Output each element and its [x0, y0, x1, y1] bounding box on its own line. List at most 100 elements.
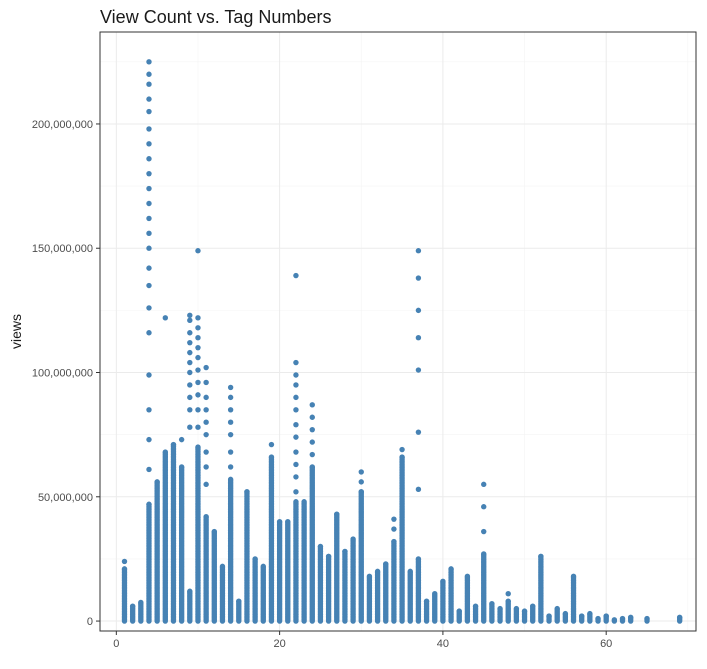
data-point: [203, 513, 209, 520]
data-point: [211, 528, 218, 535]
data-point: [146, 436, 152, 443]
data-point: [293, 474, 299, 480]
data-point: [227, 464, 234, 470]
data-point: [415, 307, 422, 314]
data-point: [432, 591, 438, 597]
data-point: [146, 81, 152, 87]
data-point: [146, 230, 152, 237]
point-column: [391, 516, 397, 624]
point-column: [603, 613, 609, 624]
data-point: [350, 536, 356, 542]
data-point: [676, 614, 683, 621]
data-point: [293, 272, 299, 279]
data-point: [415, 248, 422, 254]
data-point: [195, 444, 201, 450]
chart-title: View Count vs. Tag Numbers: [100, 7, 331, 27]
data-point: [146, 330, 152, 336]
point-column: [505, 591, 511, 624]
point-column: [268, 441, 275, 624]
data-point: [146, 170, 152, 177]
data-point: [325, 553, 332, 560]
point-column: [611, 617, 618, 624]
data-point: [187, 407, 193, 413]
data-point: [227, 407, 234, 413]
data-point: [472, 603, 479, 609]
data-point: [227, 419, 234, 425]
data-point: [627, 614, 634, 621]
point-column: [301, 499, 307, 624]
data-point: [513, 605, 520, 612]
data-point: [187, 312, 193, 319]
data-point: [505, 591, 511, 597]
data-point: [146, 141, 152, 147]
data-point: [146, 59, 152, 65]
y-axis-label: views: [8, 314, 24, 349]
data-point: [309, 402, 315, 408]
point-column: [627, 614, 634, 624]
data-point: [154, 479, 160, 485]
data-point: [448, 566, 454, 572]
data-point: [268, 454, 275, 460]
point-column: [121, 558, 128, 624]
y-tick-label: 150,000,000: [32, 243, 93, 255]
y-axis: 0 50,000,000 100,000,000 150,000,000 200,000…: [32, 119, 100, 628]
data-point: [538, 553, 544, 560]
point-column: [415, 248, 422, 624]
data-point: [391, 516, 397, 522]
data-point: [252, 556, 258, 562]
point-column: [432, 591, 438, 624]
data-point: [195, 392, 201, 398]
data-point: [366, 573, 373, 580]
data-point: [203, 364, 209, 371]
data-point: [358, 489, 364, 495]
data-point: [554, 605, 560, 612]
data-point: [227, 476, 234, 483]
point-column: [146, 59, 152, 624]
data-point: [195, 379, 201, 386]
point-column: [285, 518, 291, 624]
data-point: [464, 573, 471, 580]
point-column: [276, 518, 283, 624]
data-point: [562, 610, 569, 617]
data-point: [521, 608, 528, 614]
data-point: [570, 573, 577, 580]
data-point: [187, 588, 193, 594]
data-point: [415, 556, 422, 562]
data-point: [481, 481, 487, 488]
point-column: [325, 553, 332, 624]
point-column: [252, 556, 258, 624]
data-point: [293, 489, 299, 495]
point-column: [456, 608, 462, 624]
data-point: [146, 372, 152, 378]
data-point: [317, 543, 324, 550]
data-point: [187, 339, 193, 346]
point-column: [334, 511, 340, 624]
data-point: [578, 613, 585, 619]
data-point: [358, 469, 364, 475]
point-column: [481, 481, 487, 624]
data-point: [187, 349, 193, 356]
data-point: [146, 200, 152, 207]
y-tick-label: 50,000,000: [38, 492, 93, 504]
data-point: [195, 325, 201, 331]
point-column: [464, 573, 471, 624]
data-point: [293, 499, 299, 505]
point-column: [358, 469, 364, 624]
x-tick-label: 40: [437, 638, 449, 650]
data-point: [203, 449, 209, 455]
point-column: [366, 573, 373, 624]
data-point: [178, 464, 185, 470]
data-point: [293, 394, 299, 401]
point-column: [138, 599, 144, 624]
point-column: [203, 364, 209, 624]
data-point: [219, 563, 226, 570]
data-point: [162, 315, 169, 321]
data-point: [293, 382, 299, 388]
data-point: [129, 603, 136, 609]
data-point: [195, 354, 201, 361]
point-column: [293, 272, 299, 624]
point-column: [538, 553, 544, 624]
data-point: [293, 461, 299, 468]
data-point: [203, 394, 209, 401]
